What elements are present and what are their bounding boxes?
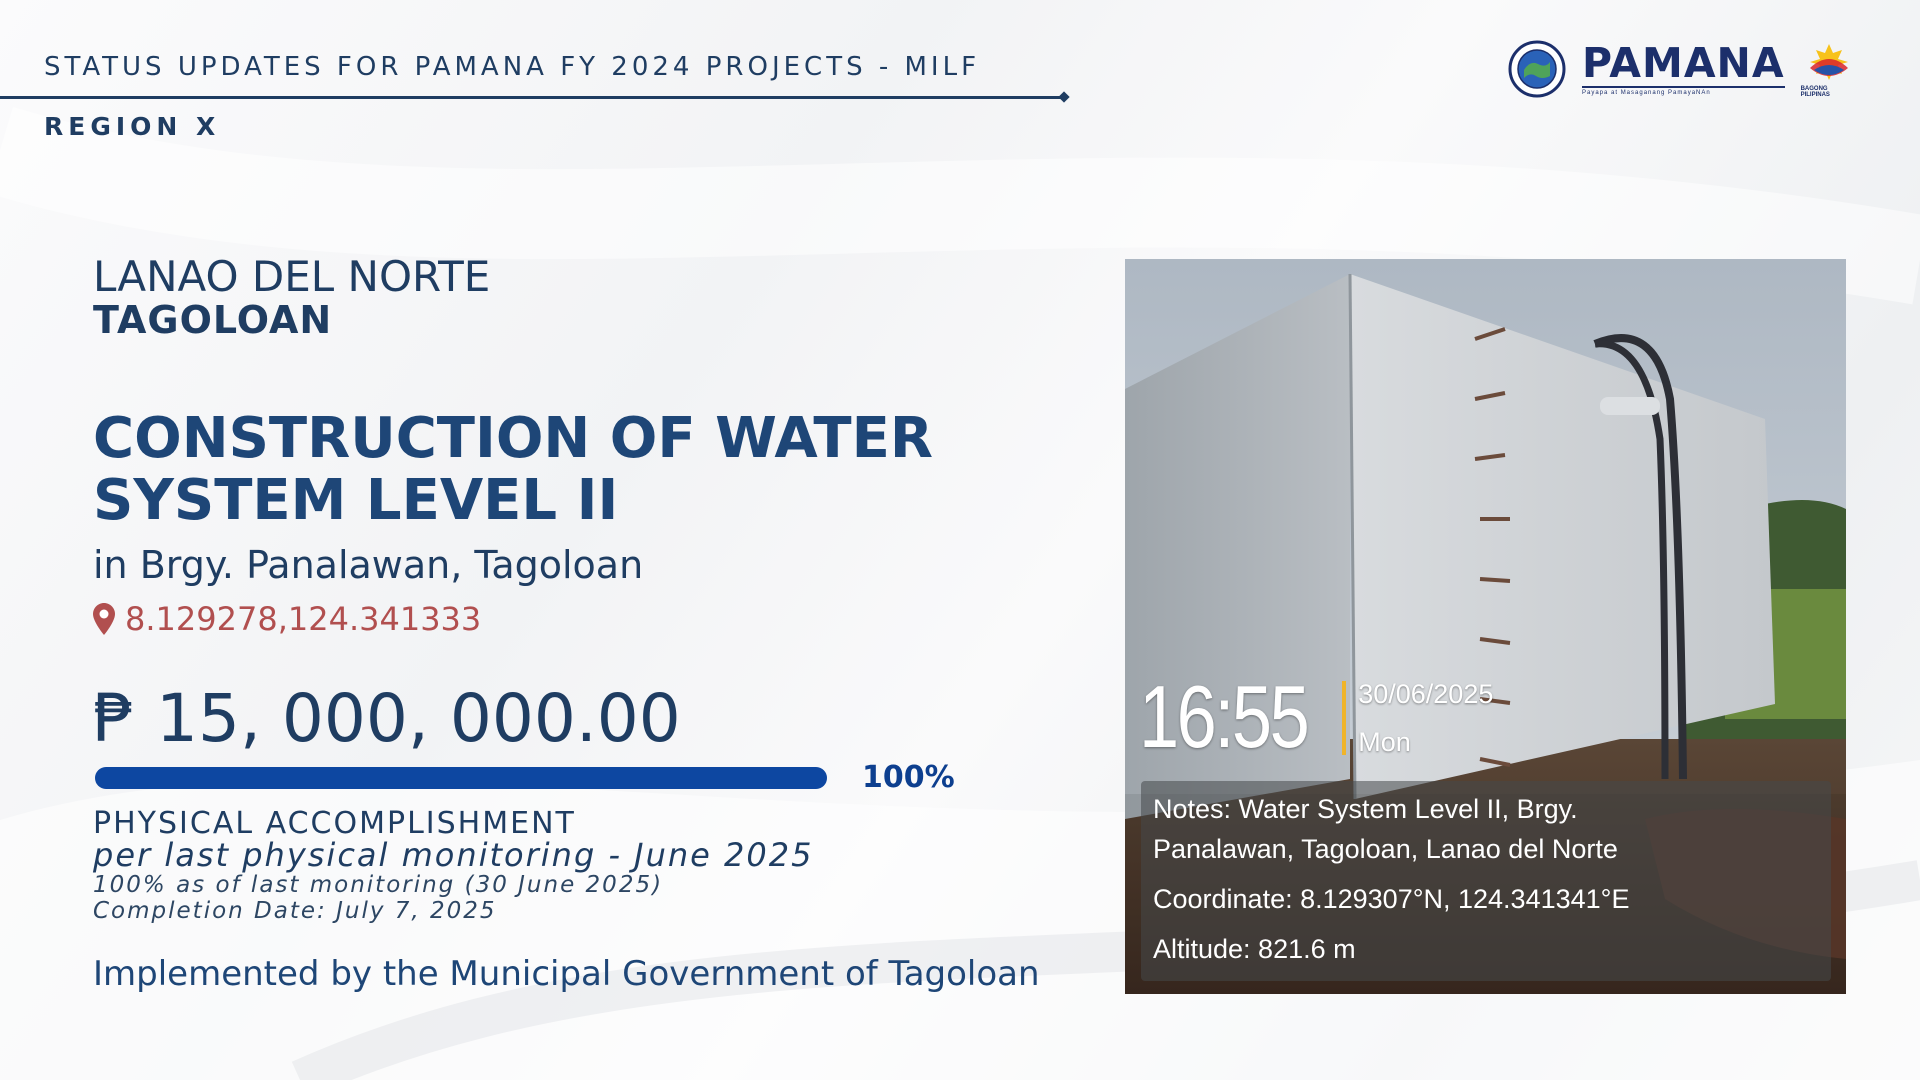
province-name: LANAO DEL NORTE [93,252,491,301]
coordinates-text: 8.129278,124.341333 [125,600,482,638]
notes-line-2: Panalawan, Tagoloan, Lanao del Norte [1153,834,1618,864]
timestamp-time: 16:55 [1139,667,1310,766]
region-label: REGION X [44,112,221,141]
photo-notes: Notes: Water System Level II, Brgy. Pana… [1141,781,1831,981]
logo-group: PAMANA Payapa at Masaganang PamayaNAn BA… [1508,40,1857,98]
municipality-name: TAGOLOAN [93,298,333,342]
project-title: CONSTRUCTION OF WATER SYSTEM LEVEL II [93,406,933,533]
site-photo: 16:55 30/06/2025 Mon Notes: Water System… [1125,259,1846,994]
notes-line-1: Notes: Water System Level II, Brgy. [1153,794,1578,824]
bagong-pilipinas-text: BAGONG PILIPINAS [1800,86,1830,98]
progress-percent: 100% [862,760,955,795]
timestamp-divider [1342,681,1347,755]
pamana-tagline: Payapa at Masaganang PamayaNAn [1582,85,1785,96]
timestamp-date: 30/06/2025 [1358,679,1494,709]
header-title: STATUS UPDATES FOR PAMANA FY 2024 PROJEC… [44,52,981,82]
project-budget: ₱ 15, 000, 000.00 [93,680,681,757]
accomplishment-note: 100% as of last monitoring (30 June 2025… [93,872,664,898]
completion-date: Completion Date: July 7, 2025 [93,898,497,924]
progress-bar-fill [95,767,827,789]
agency-seal-icon [1508,40,1566,98]
bagong-pilipinas-logo: BAGONG PILIPINAS [1801,40,1857,98]
map-pin-icon [93,603,115,635]
header-divider [0,96,1064,99]
progress-bar [95,767,827,789]
notes-altitude: Altitude: 821.6 m [1153,934,1356,964]
pamana-wordmark: PAMANA [1582,38,1785,87]
accomplishment-subtitle: per last physical monitoring - June 2025 [93,836,814,874]
implemented-by: Implemented by the Municipal Government … [93,954,1040,994]
accomplishment-title: PHYSICAL ACCOMPLISHMENT [93,806,576,841]
pamana-logo: PAMANA Payapa at Masaganang PamayaNAn [1582,38,1785,96]
bagong-pilipinas-emblem-icon [1809,44,1848,80]
project-coordinates: 8.129278,124.341333 [93,600,481,638]
notes-coordinate: Coordinate: 8.129307°N, 124.341341°E [1153,884,1630,914]
project-location: in Brgy. Panalawan, Tagoloan [93,543,644,587]
photo-timestamp: 16:55 30/06/2025 Mon [1139,673,1493,761]
timestamp-day: Mon [1358,727,1411,757]
